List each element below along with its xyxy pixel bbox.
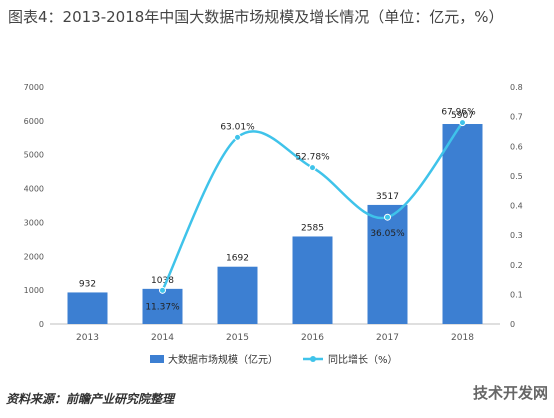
x-tick-label: 2015 xyxy=(226,333,249,343)
y-right-tick-label: 0.6 xyxy=(510,142,523,151)
bar-2013 xyxy=(67,292,108,324)
bar-labels: 932 1038 1692 2585 3517 5907 xyxy=(79,111,474,289)
bar-value-label: 5907 xyxy=(451,111,474,121)
bar-2017 xyxy=(367,204,408,324)
y-left-tick-label: 4000 xyxy=(24,185,44,194)
source-note: 资料来源：前瞻产业研究院整理 xyxy=(6,392,175,406)
growth-value-label: 36.05% xyxy=(370,229,405,239)
watermark-brand: 技术开发网 xyxy=(472,384,548,402)
x-tick-label: 2017 xyxy=(376,333,399,343)
growth-point-2017 xyxy=(384,213,391,221)
line-points xyxy=(159,119,466,294)
growth-point-2014 xyxy=(159,286,166,294)
bar-value-label: 3517 xyxy=(376,192,399,202)
y-left-tick-label: 3000 xyxy=(24,218,44,227)
growth-value-label: 11.37% xyxy=(145,302,180,312)
x-tick-label: 2016 xyxy=(301,333,324,343)
x-tick-label: 2018 xyxy=(451,333,474,343)
y-left-tick-label: 2000 xyxy=(24,252,44,261)
legend-bar-swatch xyxy=(150,355,164,363)
y-right-tick-label: 0.1 xyxy=(510,290,523,299)
chart: 0 1000 2000 3000 4000 5000 6000 7000 0 0.1 0.2 0.3 0… xyxy=(24,83,523,366)
x-tick-label: 2013 xyxy=(76,333,99,343)
y-left-tick-label: 1000 xyxy=(24,286,44,295)
growth-point-2015 xyxy=(234,133,241,141)
chart-title: 图表4：2013-2018年中国大数据市场规模及增长情况（单位：亿元，%） xyxy=(8,8,504,26)
bar-2016 xyxy=(292,236,333,324)
growth-point-2018 xyxy=(459,119,466,127)
y-left-tick-label: 0 xyxy=(39,320,44,329)
y-right-tick-label: 0.2 xyxy=(510,261,523,270)
y-left-tick-label: 6000 xyxy=(24,117,44,126)
y-left-tick-label: 5000 xyxy=(24,151,44,160)
growth-value-label: 63.01% xyxy=(220,122,255,132)
x-tick-label: 2014 xyxy=(151,333,174,343)
growth-value-label: 52.78% xyxy=(295,153,330,163)
bar-value-label: 932 xyxy=(79,279,96,289)
legend-bar-label: 大数据市场规模（亿元） xyxy=(168,353,278,366)
growth-value-label: 67.96% xyxy=(441,108,476,118)
legend-line-marker xyxy=(310,356,316,362)
axes: 0 1000 2000 3000 4000 5000 6000 7000 0 0.1 0.2 0.3 0… xyxy=(24,83,523,343)
bar-2015 xyxy=(217,266,258,324)
bar-2014 xyxy=(142,288,183,324)
y-right-tick-label: 0.7 xyxy=(510,113,523,122)
bars xyxy=(67,124,483,324)
legend: 大数据市场规模（亿元） 同比增长（%） xyxy=(150,353,398,366)
y-right-tick-label: 0.3 xyxy=(510,231,523,240)
y-right-tick-label: 0 xyxy=(510,320,515,329)
line-labels: 11.37% 63.01% 52.78% 36.05% 67.96% xyxy=(145,108,476,313)
legend-line-label: 同比增长（%） xyxy=(328,353,398,366)
y-right-tick-label: 0.5 xyxy=(510,172,523,181)
y-left-tick-label: 7000 xyxy=(24,83,44,92)
bar-value-label: 2585 xyxy=(301,223,324,233)
bar-2018 xyxy=(442,124,483,324)
y-right-tick-label: 0.8 xyxy=(510,83,523,92)
y-right-tick-label: 0.4 xyxy=(510,202,523,211)
bar-value-label: 1692 xyxy=(226,254,249,264)
growth-point-2016 xyxy=(309,164,316,172)
bar-value-label: 1038 xyxy=(151,276,174,286)
